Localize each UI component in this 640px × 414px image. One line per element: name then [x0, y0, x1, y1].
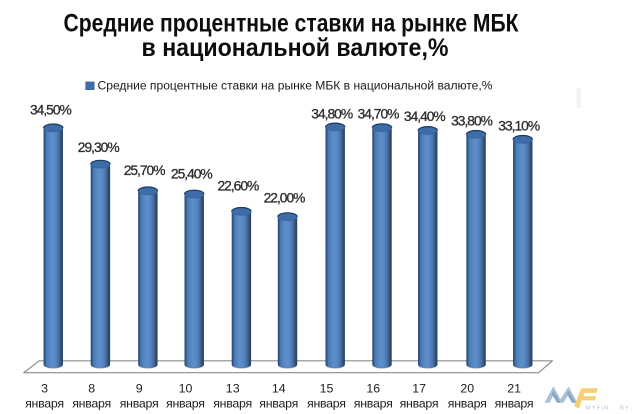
- svg-text:17: 17: [412, 382, 426, 396]
- svg-text:16: 16: [366, 382, 380, 396]
- svg-text:34,80%: 34,80%: [311, 107, 353, 122]
- svg-text:8: 8: [88, 382, 95, 396]
- svg-text:21: 21: [507, 382, 521, 396]
- svg-text:13: 13: [226, 382, 240, 396]
- svg-text:в национальной валюте,%: в национальной валюте,%: [142, 34, 449, 62]
- svg-text:Средние процентные ставки на р: Средние процентные ставки на рынке МБК в…: [98, 80, 493, 92]
- svg-text:33,80%: 33,80%: [451, 114, 493, 129]
- svg-text:20: 20: [460, 382, 474, 396]
- svg-text:10: 10: [179, 382, 193, 396]
- svg-text:января: января: [448, 397, 487, 411]
- svg-text:34,70%: 34,70%: [358, 107, 400, 122]
- svg-text:25,40%: 25,40%: [171, 167, 213, 182]
- svg-text:22,60%: 22,60%: [218, 179, 260, 194]
- svg-text:14: 14: [272, 382, 286, 396]
- svg-text:января: января: [400, 397, 439, 411]
- svg-text:января: января: [259, 397, 298, 411]
- svg-text:9: 9: [136, 382, 143, 396]
- svg-text:января: января: [25, 397, 64, 411]
- svg-text:января: января: [72, 397, 111, 411]
- svg-text:.: .: [614, 404, 616, 411]
- svg-text:33,10%: 33,10%: [498, 119, 540, 134]
- svg-text:MYFIN: MYFIN: [586, 405, 609, 411]
- svg-text:25,70%: 25,70%: [124, 163, 166, 178]
- svg-text:января: января: [307, 397, 346, 411]
- svg-text:BY: BY: [620, 405, 630, 411]
- svg-text:января: января: [354, 397, 393, 411]
- svg-text:3: 3: [41, 382, 48, 396]
- svg-text:22,00%: 22,00%: [264, 190, 306, 205]
- svg-text:января: января: [166, 397, 205, 411]
- svg-text:34,50%: 34,50%: [30, 102, 72, 117]
- svg-text:Средние процентные ставки на р: Средние процентные ставки на рынке МБК: [64, 10, 520, 38]
- svg-text:января: января: [120, 397, 159, 411]
- svg-text:января: января: [495, 397, 534, 411]
- svg-text:января: января: [213, 397, 252, 411]
- svg-text:34,40%: 34,40%: [404, 109, 446, 124]
- svg-text:29,30%: 29,30%: [78, 140, 120, 155]
- svg-text:15: 15: [320, 382, 334, 396]
